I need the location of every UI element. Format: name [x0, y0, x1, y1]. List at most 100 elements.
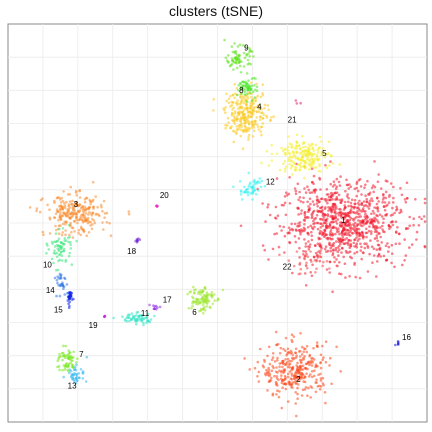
- data-point-cluster-1: [319, 229, 322, 233]
- data-point-cluster-1: [366, 216, 370, 219]
- data-point-cluster-1: [288, 228, 292, 232]
- data-point-cluster-6: [199, 307, 203, 311]
- data-point-cluster-2: [284, 336, 288, 340]
- data-point-cluster-4: [257, 110, 261, 114]
- data-point-cluster-2: [308, 353, 312, 357]
- data-point-cluster-2: [275, 393, 278, 396]
- data-point-cluster-2: [295, 354, 298, 358]
- data-point-cluster-4: [246, 107, 249, 111]
- data-point-cluster-1: [348, 246, 352, 249]
- data-point-cluster-1: [318, 200, 321, 203]
- data-point-cluster-3: [71, 214, 74, 218]
- data-point-cluster-1: [408, 215, 412, 219]
- data-point-cluster-1: [308, 243, 312, 246]
- data-point-cluster-3: [86, 218, 90, 222]
- cluster-label-17: 17: [163, 296, 172, 305]
- data-point-cluster-3: [48, 232, 52, 235]
- data-point-cluster-1: [329, 160, 332, 163]
- data-point-cluster-4: [244, 125, 247, 128]
- data-point-cluster-3: [91, 223, 94, 226]
- data-point-cluster-5: [260, 161, 263, 165]
- data-point-cluster-2: [271, 364, 275, 368]
- data-point-cluster-1: [390, 261, 393, 265]
- cluster-label-15: 15: [54, 306, 63, 315]
- data-point-cluster-10: [50, 257, 54, 261]
- data-point-cluster-2: [308, 363, 311, 367]
- data-point-cluster-6: [202, 311, 205, 315]
- data-point-cluster-5: [283, 170, 287, 173]
- data-point-cluster-15: [68, 304, 71, 308]
- data-point-cluster-2: [301, 388, 305, 392]
- data-point-cluster-8: [252, 90, 255, 94]
- data-point-cluster-1: [317, 236, 321, 240]
- data-point-cluster-1: [417, 224, 421, 227]
- data-point-cluster-1: [375, 202, 379, 206]
- data-point-cluster-11: [142, 316, 146, 320]
- data-point-cluster-1: [378, 248, 382, 251]
- data-point-cluster-7: [75, 361, 78, 364]
- data-point-cluster-4: [238, 105, 241, 109]
- data-point-cluster-3: [77, 210, 81, 214]
- data-point-cluster-2: [319, 372, 322, 376]
- data-point-cluster-10: [57, 244, 60, 247]
- cluster-label-7: 7: [79, 350, 84, 359]
- data-point-cluster-1: [372, 247, 376, 251]
- data-point-cluster-7: [76, 357, 79, 361]
- data-point-cluster-4: [212, 109, 215, 112]
- data-point-cluster-1: [375, 275, 378, 278]
- data-point-cluster-1: [395, 205, 398, 209]
- data-point-cluster-1: [301, 229, 305, 232]
- data-point-cluster-10: [68, 235, 71, 239]
- data-point-cluster-11: [142, 323, 145, 327]
- data-point-cluster-2: [310, 359, 314, 363]
- data-point-cluster-13: [75, 373, 78, 376]
- data-point-cluster-1: [353, 198, 357, 202]
- data-point-cluster-4: [232, 140, 236, 144]
- data-point-cluster-2: [300, 361, 303, 365]
- data-point-cluster-1: [352, 241, 356, 245]
- data-point-cluster-1: [358, 222, 362, 225]
- data-point-cluster-7: [60, 352, 64, 355]
- data-point-cluster-1: [296, 182, 300, 186]
- data-point-cluster-1: [267, 258, 270, 261]
- data-point-cluster-3: [62, 190, 65, 193]
- data-point-cluster-21: [294, 99, 298, 102]
- data-point-cluster-2: [305, 372, 308, 376]
- data-point-cluster-4: [239, 134, 243, 138]
- data-point-cluster-3: [57, 218, 60, 222]
- data-point-cluster-10: [62, 242, 66, 246]
- data-point-cluster-5: [283, 159, 287, 163]
- data-point-cluster-1: [353, 238, 356, 242]
- data-point-cluster-4: [224, 111, 227, 115]
- cluster-label-2: 2: [296, 375, 301, 384]
- data-point-cluster-1: [346, 193, 350, 196]
- data-point-cluster-1: [313, 217, 316, 221]
- data-point-cluster-4: [250, 103, 254, 106]
- data-point-cluster-3: [91, 217, 94, 221]
- data-point-cluster-5: [307, 148, 311, 151]
- data-point-cluster-4: [258, 107, 261, 111]
- data-point-cluster-1: [415, 230, 419, 234]
- data-point-cluster-9: [228, 64, 232, 68]
- data-point-cluster-17: [155, 308, 158, 311]
- data-point-cluster-15: [66, 299, 70, 302]
- data-point-cluster-2: [280, 369, 284, 373]
- data-point-cluster-5: [324, 152, 327, 156]
- data-point-cluster-5: [288, 155, 292, 158]
- data-point-cluster-1: [382, 196, 386, 199]
- data-point-cluster-9: [230, 62, 234, 66]
- data-point-cluster-4: [250, 126, 254, 129]
- data-point-cluster-3: [67, 203, 71, 206]
- data-point-cluster-5: [320, 140, 323, 143]
- data-point-cluster-1: [389, 221, 393, 224]
- data-point-cluster-22: [303, 257, 307, 261]
- data-point-cluster-5: [293, 147, 297, 150]
- data-point-cluster-1: [263, 248, 267, 252]
- data-point-cluster-4: [248, 122, 251, 126]
- data-point-cluster-1: [337, 227, 340, 230]
- data-point-cluster-1: [340, 213, 343, 216]
- data-point-cluster-1: [345, 178, 348, 182]
- data-point-cluster-7: [67, 349, 70, 352]
- data-point-cluster-2: [292, 335, 296, 338]
- data-point-cluster-1: [338, 232, 341, 236]
